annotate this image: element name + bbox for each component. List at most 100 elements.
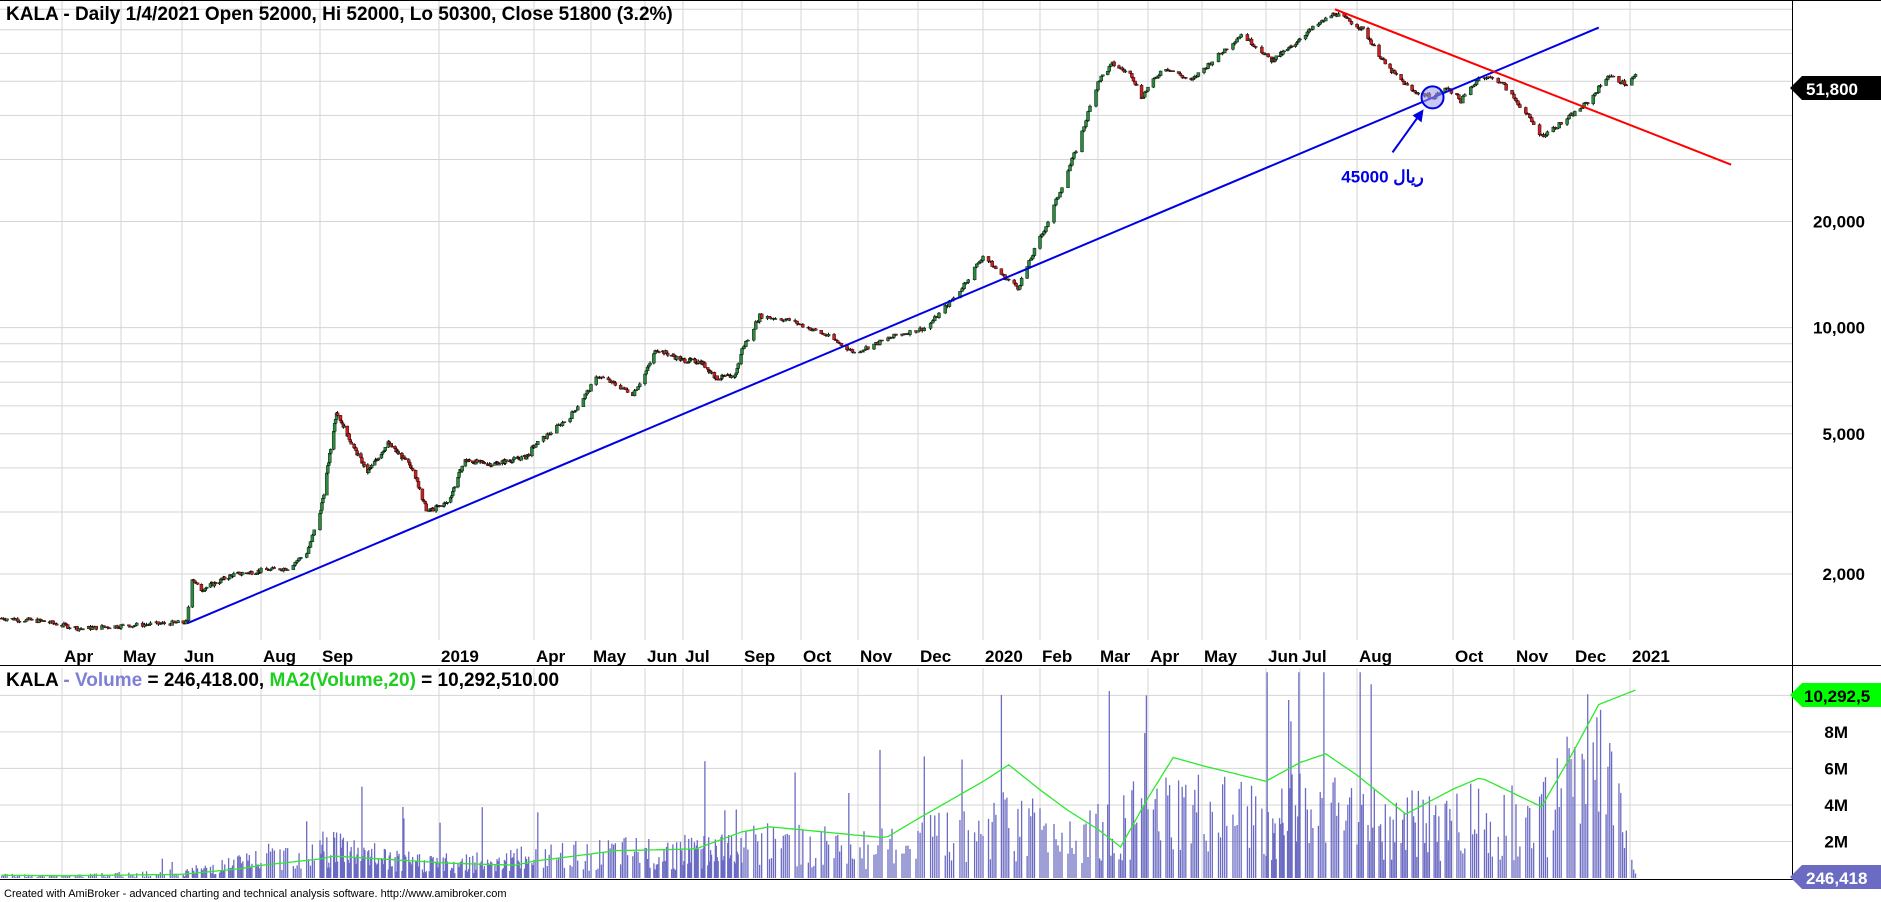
- candle-body: [1225, 48, 1229, 51]
- candle-body: [1377, 44, 1381, 57]
- last-price-flag: [1790, 76, 1881, 100]
- date-axis-tick-label: 2021: [1632, 647, 1670, 666]
- date-axis-tick-label: Nov: [1516, 647, 1549, 666]
- candle-body: [601, 376, 605, 379]
- candle-body: [583, 393, 587, 399]
- candle-body: [431, 508, 435, 512]
- candle-body: [1262, 52, 1266, 55]
- candle-body: [977, 262, 981, 265]
- volume-title: KALA - Volume = 246,418.00, MA2(Volume,2…: [6, 670, 559, 691]
- candle-body: [320, 502, 324, 511]
- volume-title-value: = 246,418.00,: [142, 670, 269, 691]
- candle-body: [866, 346, 870, 350]
- candle-body: [1251, 44, 1256, 47]
- volume-ma-line: [1, 689, 1636, 877]
- candle-body: [81, 628, 85, 630]
- candle-body: [329, 448, 333, 454]
- date-axis-tick-label: May: [123, 647, 157, 666]
- candle-body: [1630, 78, 1634, 86]
- candle-body: [1237, 36, 1241, 40]
- candle-body: [272, 567, 277, 569]
- candle-body: [1510, 89, 1514, 95]
- volume-axis-tick-label: 6M: [1824, 759, 1848, 778]
- volume-value-label: 246,418: [1806, 869, 1867, 888]
- date-axis-tick-label: 2020: [985, 647, 1023, 666]
- candle-body: [928, 322, 933, 329]
- candle-body: [1166, 69, 1170, 71]
- candle-body: [1274, 55, 1278, 60]
- volume-axis-tick-label: 8M: [1824, 723, 1848, 742]
- candle-body: [986, 256, 991, 262]
- candle-body: [51, 620, 55, 624]
- candle-body: [363, 464, 367, 467]
- date-axis-tick-label: Jun: [1268, 647, 1298, 666]
- candle-body: [1019, 278, 1024, 286]
- date-axis-tick-label: 2019: [441, 647, 479, 666]
- candle-body: [467, 459, 472, 462]
- candle-body: [1176, 71, 1181, 74]
- candle-body: [1105, 70, 1110, 75]
- candle-body: [657, 351, 661, 353]
- candle-body: [1082, 126, 1086, 132]
- candle-body: [278, 568, 282, 571]
- candle-body: [1586, 102, 1590, 104]
- price-axis-tick-label: 5,000: [1822, 425, 1865, 444]
- candle-body: [504, 459, 509, 462]
- candle-body: [994, 266, 998, 269]
- date-axis-tick-label: Dec: [1575, 647, 1606, 666]
- candle-body: [1316, 23, 1321, 27]
- candle-body: [832, 334, 836, 340]
- candle-body: [410, 468, 415, 471]
- candle-body: [1531, 121, 1536, 125]
- candle-body: [636, 386, 640, 391]
- candle-body: [1529, 117, 1534, 122]
- candle-body: [232, 573, 236, 577]
- candle-body: [634, 389, 638, 392]
- candle-body: [715, 375, 719, 380]
- price-marker-circle: [1420, 85, 1445, 110]
- candle-body: [223, 576, 227, 580]
- candle-body: [1591, 95, 1595, 104]
- candle-body: [787, 318, 791, 321]
- candle-body: [1135, 84, 1139, 86]
- candle-body: [66, 624, 70, 629]
- candle-body: [1606, 76, 1610, 80]
- date-axis-tick-label: Jun: [647, 647, 677, 666]
- candle-body: [1068, 164, 1072, 172]
- candle-body: [349, 441, 353, 445]
- candle-body: [1504, 83, 1508, 91]
- date-axis-tick-label: Nov: [860, 647, 893, 666]
- candle-body: [839, 343, 844, 346]
- candle-body: [347, 433, 351, 440]
- candle-body: [689, 358, 694, 361]
- candle-body: [562, 421, 567, 423]
- candle-body: [594, 376, 598, 385]
- candle-body: [1253, 46, 1258, 48]
- candle-body: [195, 582, 200, 585]
- candle-body: [482, 461, 487, 465]
- candle-body: [836, 340, 840, 343]
- candle-body: [1455, 93, 1459, 95]
- candle-body: [512, 457, 516, 461]
- candle-body: [1088, 105, 1092, 112]
- candle-body: [1012, 279, 1016, 284]
- volume-title-ma-value: = 10,292,510.00: [416, 670, 559, 691]
- candle-body: [335, 412, 340, 416]
- date-axis-labels: Apr May Jun Aug Sep 2019 Apr May Jun Jul Sep Oct Nov…: [64, 647, 1670, 666]
- candle-body: [42, 620, 46, 622]
- candle-body: [1366, 28, 1370, 39]
- candle-body: [1567, 115, 1571, 120]
- candle-body: [1052, 204, 1056, 223]
- candle-body: [1025, 266, 1029, 279]
- candle-body: [1128, 70, 1132, 74]
- candle-body: [333, 419, 338, 424]
- candle-body: [415, 477, 420, 482]
- candle-body: [284, 568, 288, 571]
- candle-body: [1184, 77, 1188, 79]
- candle-body: [1516, 100, 1520, 105]
- candle-body: [1344, 16, 1348, 19]
- candle-body: [1084, 120, 1088, 127]
- candle-body: [293, 562, 297, 566]
- candle-body: [1400, 79, 1405, 82]
- footer-credit: Created with AmiBroker - advanced charti…: [4, 888, 507, 900]
